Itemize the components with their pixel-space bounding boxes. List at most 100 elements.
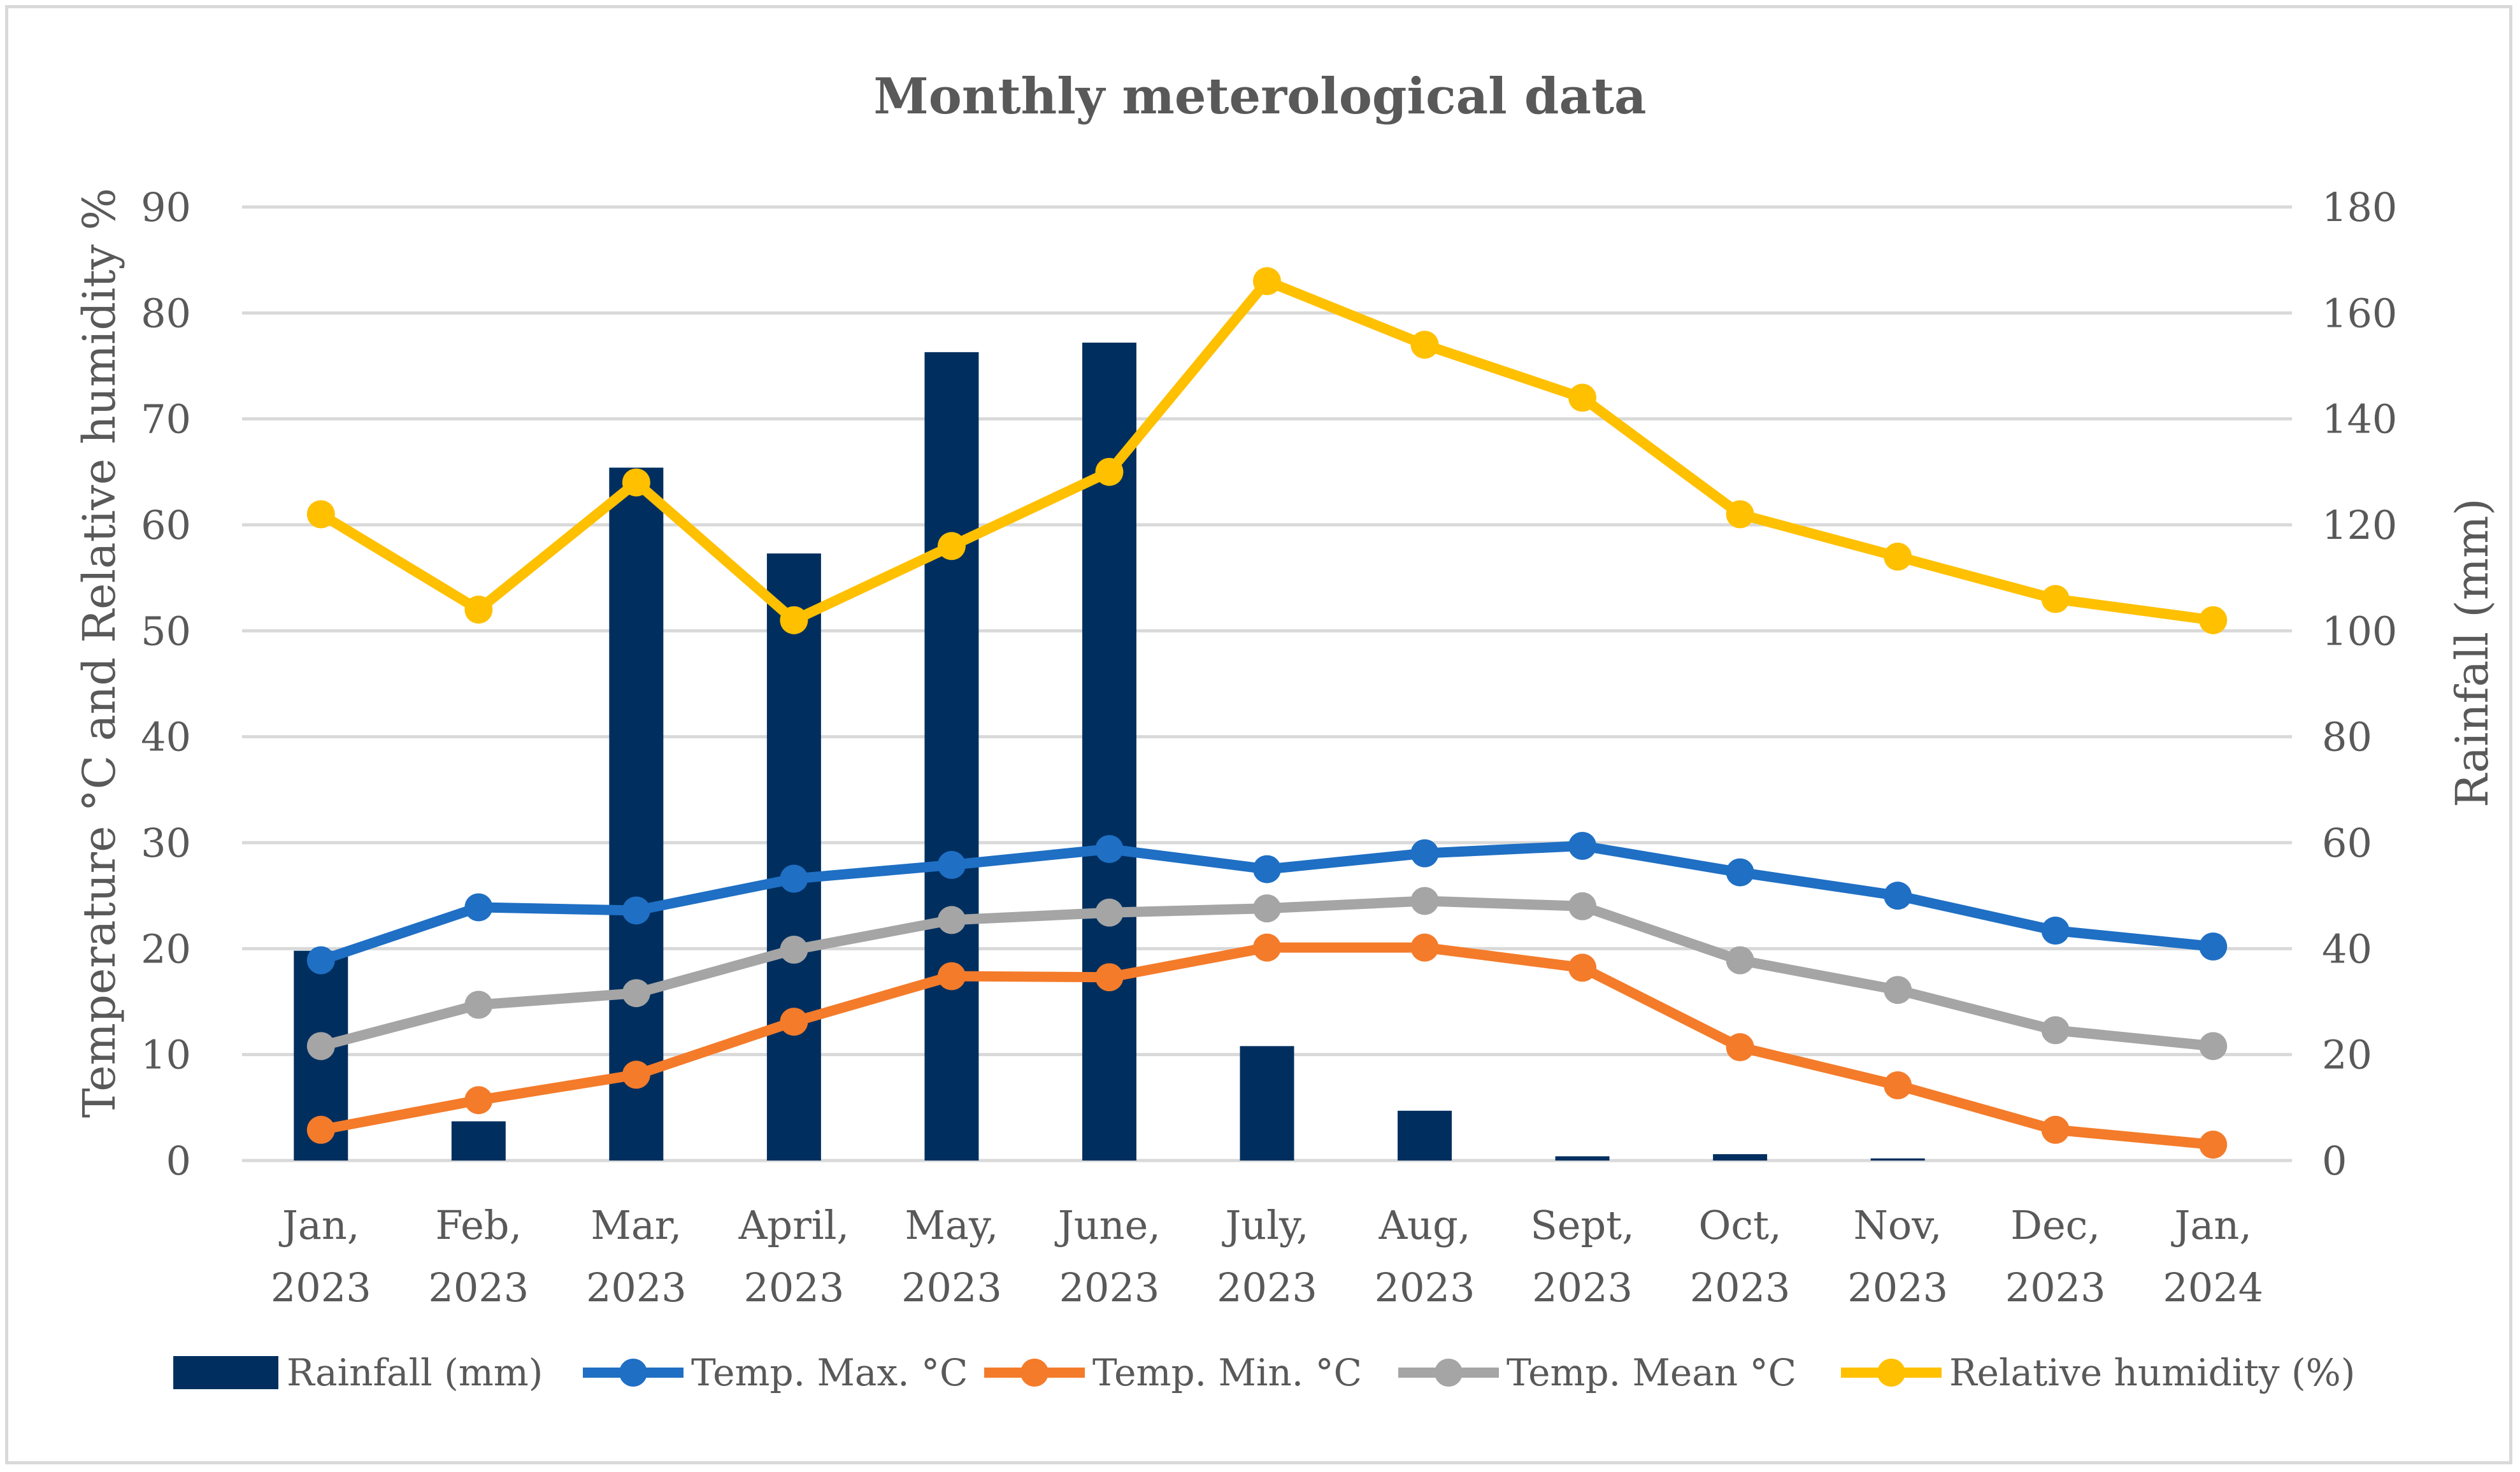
series-point-0 (1568, 831, 1597, 860)
series-point-2 (1884, 976, 1912, 1004)
legend-swatch-rainfall (173, 1356, 278, 1389)
series-point-3 (2041, 585, 2070, 613)
series-point-0 (2199, 933, 2228, 961)
series-point-2 (1568, 892, 1597, 920)
category-label-line1: Jan, (2170, 1202, 2251, 1248)
right-tick-label: 140 (2322, 396, 2397, 443)
category-label-line1: Sept, (1530, 1202, 1634, 1248)
category-label-line1: Oct, (1699, 1202, 1782, 1248)
series-point-3 (1410, 331, 1439, 359)
right-axis-title: Rainfall (mm) (2446, 498, 2498, 808)
series-point-1 (622, 1061, 650, 1089)
series-point-2 (780, 935, 808, 964)
legend-label-3: Relative humidity (%) (1949, 1351, 2355, 1394)
series-point-1 (464, 1086, 493, 1115)
left-tick-label: 50 (141, 608, 191, 654)
series-point-1 (937, 962, 966, 990)
series-point-3 (937, 532, 966, 561)
series-point-1 (1095, 963, 1124, 992)
legend-swatch-marker-0 (619, 1359, 647, 1387)
legend-swatch-marker-1 (1020, 1359, 1049, 1387)
rainfall-bar (1713, 1154, 1768, 1161)
category-labels: Jan, 2023 Feb, 2023 Mar, 2023 April, 2023 May, 20… (271, 1202, 2263, 1311)
left-axis-title: Temperature °C and Relative humidity % (73, 188, 125, 1118)
series-point-0 (1095, 834, 1124, 863)
line-series-group (306, 267, 2228, 1159)
category-label-line2: 2023 (1375, 1264, 1475, 1311)
series-point-2 (2041, 1016, 2070, 1045)
series-point-2 (2199, 1032, 2228, 1061)
legend-label-2: Temp. Mean °C (1507, 1351, 1796, 1394)
right-tick-label: 80 (2322, 714, 2372, 761)
series-point-0 (1410, 839, 1439, 868)
rainfall-bar (766, 553, 821, 1161)
category-label-line1: Mar, (591, 1202, 682, 1248)
series-point-2 (937, 906, 966, 934)
right-tick-label: 60 (2322, 820, 2372, 866)
category-label-line2: 2023 (1059, 1264, 1160, 1311)
series-point-1 (1253, 933, 1281, 962)
category-label-line1: July, (1221, 1202, 1308, 1248)
right-tick-label: 100 (2322, 608, 2397, 654)
series-point-1 (2199, 1131, 2228, 1159)
legend-label-rainfall: Rainfall (mm) (287, 1351, 543, 1394)
series-point-2 (1253, 894, 1281, 923)
rainfall-bar (451, 1121, 506, 1161)
series-point-2 (1410, 887, 1439, 915)
series-point-0 (622, 896, 650, 925)
series-point-1 (1568, 954, 1597, 982)
series-point-2 (1095, 898, 1124, 927)
right-tick-label: 0 (2322, 1138, 2347, 1184)
rainfall-bar (1555, 1156, 1610, 1161)
right-tick-label: 40 (2322, 925, 2372, 972)
category-label-line2: 2023 (586, 1264, 687, 1311)
series-point-2 (622, 979, 650, 1008)
category-label-line2: 2023 (428, 1264, 529, 1311)
series-line-3 (315, 276, 2219, 625)
category-label-line2: 2023 (1847, 1264, 1948, 1311)
rainfall-bar (1240, 1046, 1294, 1161)
category-label-line2: 2023 (1532, 1264, 1633, 1311)
chart-frame (5, 5, 2512, 1464)
right-axis-ticks: 0 20 40 60 80 100 120 140 160 180 (2322, 184, 2397, 1184)
series-point-3 (306, 500, 335, 529)
series-point-0 (780, 864, 808, 893)
series-point-3 (780, 606, 808, 634)
series-point-0 (306, 946, 335, 975)
series-point-0 (1253, 855, 1281, 883)
rainfall-bar (1398, 1110, 1452, 1161)
series-point-2 (464, 990, 493, 1019)
category-label-line2: 2023 (2005, 1264, 2106, 1311)
category-label-line2: 2023 (743, 1264, 844, 1311)
series-point-2 (1726, 946, 1754, 975)
series-point-3 (1568, 383, 1597, 412)
series-line-2 (315, 896, 2219, 1052)
right-tick-label: 160 (2322, 290, 2397, 336)
series-point-0 (1726, 858, 1754, 887)
series-point-3 (1095, 457, 1124, 486)
left-tick-label: 60 (141, 502, 191, 548)
category-label-line2: 2024 (2163, 1264, 2263, 1311)
rainfall-bar (1870, 1158, 1925, 1161)
category-label-line2: 2023 (1217, 1264, 1317, 1311)
left-tick-label: 0 (166, 1138, 191, 1184)
series-point-3 (2199, 606, 2228, 634)
legend-swatch-marker-2 (1435, 1359, 1463, 1387)
series-point-0 (1884, 882, 1912, 910)
category-label-line2: 2023 (901, 1264, 1002, 1311)
left-tick-label: 30 (141, 820, 191, 866)
left-tick-label: 40 (141, 714, 191, 761)
category-label-line1: April, (738, 1202, 849, 1248)
left-axis-ticks: 0 10 20 30 40 50 60 70 80 90 (141, 184, 191, 1184)
category-label-line2: 2023 (271, 1264, 371, 1311)
series-point-1 (306, 1115, 335, 1144)
legend-label-0: Temp. Max. °C (691, 1351, 968, 1394)
gridlines (242, 205, 2292, 1162)
series-point-0 (937, 850, 966, 879)
series-point-1 (1410, 933, 1439, 962)
right-tick-label: 180 (2322, 184, 2397, 231)
category-label-line1: Aug, (1378, 1202, 1470, 1248)
series-point-3 (464, 596, 493, 624)
rainfall-bar (609, 468, 664, 1161)
